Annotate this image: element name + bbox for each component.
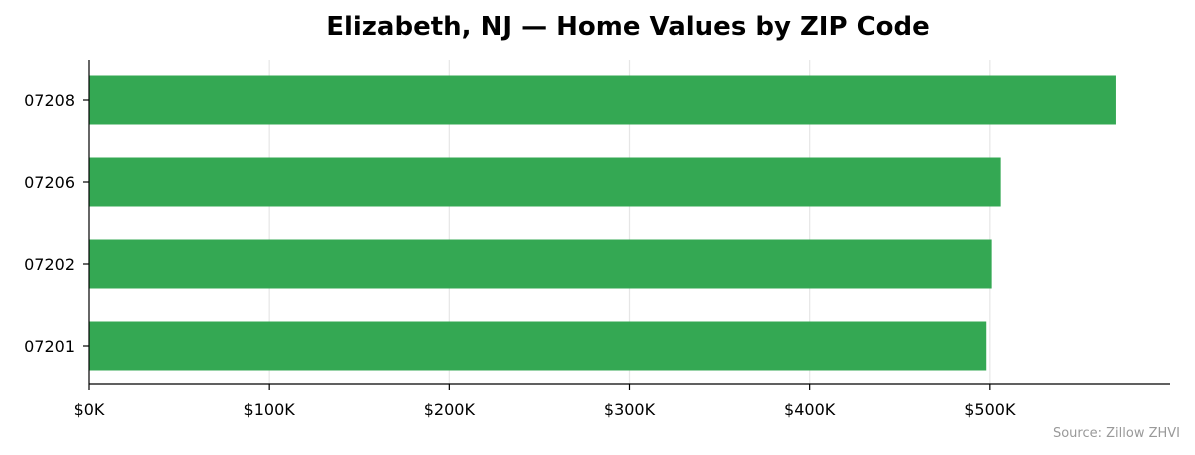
bars xyxy=(89,75,1116,371)
x-tick-label: $500K xyxy=(964,400,1016,419)
bar-07206 xyxy=(89,157,1001,207)
y-tick-label: 07201 xyxy=(24,337,75,356)
bar-07202 xyxy=(89,239,992,289)
x-tick-label: $200K xyxy=(424,400,476,419)
x-tick-label: $0K xyxy=(74,400,105,419)
x-tick-label: $100K xyxy=(244,400,296,419)
bar-07201 xyxy=(89,321,987,371)
ticks: 07201 07202 07206 07208 $0K $100K $200K $300K $4… xyxy=(24,91,1016,419)
y-tick-label: 07202 xyxy=(24,255,75,274)
chart-title: Elizabeth, NJ — Home Values by ZIP Code xyxy=(326,12,930,42)
bar-07208 xyxy=(89,75,1116,125)
source-note: Source: Zillow ZHVI xyxy=(1053,426,1180,441)
x-tick-label: $300K xyxy=(604,400,656,419)
y-tick-label: 07206 xyxy=(24,173,75,192)
x-tick-label: $400K xyxy=(784,400,836,419)
y-tick-label: 07208 xyxy=(24,91,75,110)
